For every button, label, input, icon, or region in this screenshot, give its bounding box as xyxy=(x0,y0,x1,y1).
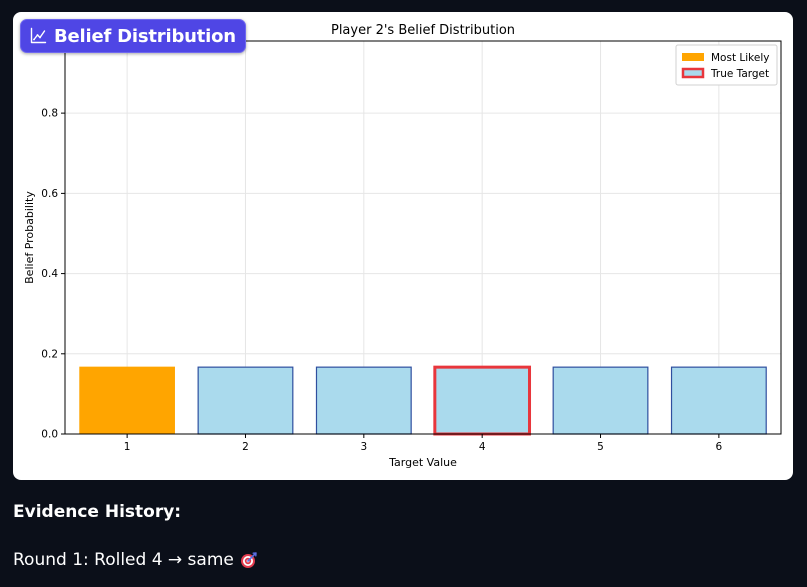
y-tick-label: 0.2 xyxy=(41,348,58,360)
evidence-item-text: Round 1: Rolled 4 → same xyxy=(13,550,234,570)
evidence-history-heading: Evidence History: xyxy=(13,502,182,522)
x-tick-label: 3 xyxy=(360,441,367,453)
x-tick-label: 2 xyxy=(242,441,249,453)
chart-line-icon xyxy=(30,27,47,44)
plot-frame xyxy=(64,40,782,435)
y-tick-label: 0.4 xyxy=(41,268,58,280)
y-tick-label: 0.6 xyxy=(41,188,58,200)
chart-title: Player 2's Belief Distribution xyxy=(331,23,515,38)
x-axis-label: Target Value xyxy=(388,456,457,469)
bar-true-target xyxy=(433,365,532,436)
x-tick-label: 6 xyxy=(716,441,723,453)
belief-distribution-badge: Belief Distribution xyxy=(20,19,246,53)
x-tick-label: 1 xyxy=(124,441,131,453)
bar xyxy=(552,366,649,435)
belief-chart: 0.0 0.2 0.4 0.6 0.8 1 2 3 4 5 6 Player 2's Belief D… xyxy=(23,23,782,469)
legend-label: Most Likely xyxy=(711,52,769,64)
y-axis-label: Belief Probability xyxy=(23,191,36,284)
y-tick-label: 0.0 xyxy=(41,429,58,441)
legend-label: True Target xyxy=(710,68,769,80)
x-tick-label: 5 xyxy=(597,441,604,453)
badge-label: Belief Distribution xyxy=(54,25,236,47)
belief-chart-card: 0.0 0.2 0.4 0.6 0.8 1 2 3 4 5 6 Player 2's Belief D… xyxy=(13,12,793,480)
bar xyxy=(197,366,294,435)
evidence-item: Round 1: Rolled 4 → same xyxy=(13,550,258,570)
x-tick-label: 4 xyxy=(479,441,486,453)
bar xyxy=(315,366,412,435)
y-tick-label: 0.8 xyxy=(41,108,58,120)
legend-swatch-true-target xyxy=(681,67,705,79)
target-icon xyxy=(240,552,257,568)
bar xyxy=(670,366,767,435)
bar-most-likely xyxy=(79,366,175,435)
legend-swatch-most-likely xyxy=(682,53,704,61)
